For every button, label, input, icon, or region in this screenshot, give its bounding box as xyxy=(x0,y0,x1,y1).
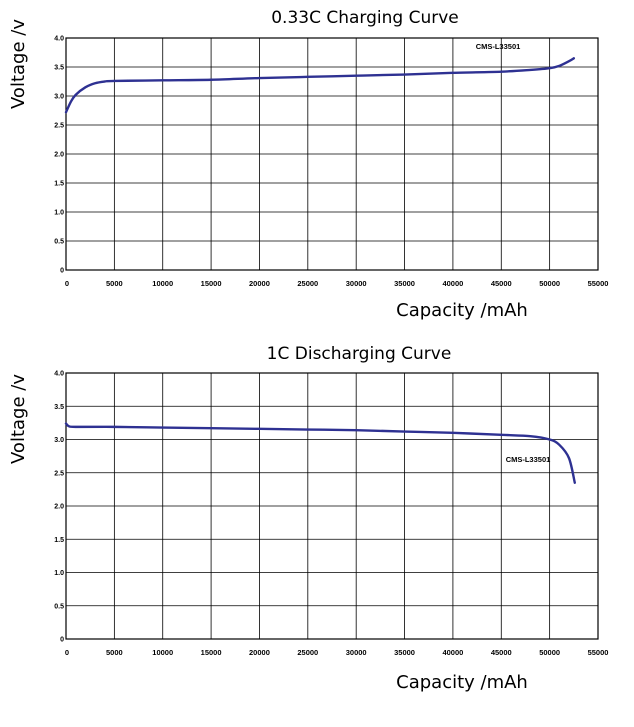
charging-x-tick-label: 10000 xyxy=(152,279,173,288)
charging-y-tick-label: 3.5 xyxy=(54,65,64,72)
discharging-y-tick-label: 4.0 xyxy=(54,371,64,378)
charging-y-tick-label: 4.0 xyxy=(54,36,64,43)
discharging-y-tick-label: 3.5 xyxy=(54,404,64,411)
discharging-series-line xyxy=(64,422,576,484)
discharging-y-tick-label: 2.5 xyxy=(54,470,64,477)
discharging-x-tick-label: 0 xyxy=(65,648,69,657)
charging-y-tick-label: 1.5 xyxy=(54,181,64,188)
discharging-y-axis-label: Voltage /v xyxy=(8,374,29,464)
charging-y-axis-label: Voltage /v xyxy=(8,19,29,109)
charging-y-tick-label: 2.5 xyxy=(54,123,64,130)
charging-y-tick-label: 0.5 xyxy=(54,239,64,246)
charging-y-tick-label: 2.0 xyxy=(54,152,64,159)
charging-y-tick-label: 3.0 xyxy=(54,94,64,101)
discharging-y-tick-label: 1.0 xyxy=(54,570,64,577)
charging-y-tick-label: 1.0 xyxy=(54,210,64,217)
charging-x-tick-label: 35000 xyxy=(394,279,415,288)
discharging-plot-frame xyxy=(65,372,599,640)
discharging-x-tick-label: 10000 xyxy=(152,648,173,657)
discharging-x-tick-label: 30000 xyxy=(346,648,367,657)
discharging-x-tick-label: 55000 xyxy=(588,648,609,657)
charging-x-tick-label: 45000 xyxy=(491,279,512,288)
charging-x-tick-label: 0 xyxy=(65,279,69,288)
discharging-x-tick-label: 25000 xyxy=(297,648,318,657)
discharging-y-tick-label: 0.5 xyxy=(54,603,64,610)
charging-chart: 0.33C Charging Curve Voltage /v Capacity /… xyxy=(0,0,634,360)
charging-x-tick-label: 30000 xyxy=(346,279,367,288)
charging-plot-frame xyxy=(65,37,599,271)
charging-y-tick-label: 0 xyxy=(60,268,64,275)
charging-x-axis-label: Capacity /mAh xyxy=(396,300,528,321)
discharging-x-tick-label: 5000 xyxy=(106,648,123,657)
discharging-chart-svg: 1C Discharging Curve Voltage /v Capacity /… xyxy=(8,344,609,693)
charging-x-tick-label: 40000 xyxy=(442,279,463,288)
charging-chart-title: 0.33C Charging Curve xyxy=(271,8,459,28)
charging-x-tick-label: 5000 xyxy=(106,279,123,288)
discharging-x-tick-label: 15000 xyxy=(201,648,222,657)
discharging-chart-title: 1C Discharging Curve xyxy=(267,344,452,364)
discharging-x-tick-label: 45000 xyxy=(491,648,512,657)
discharging-x-tick-label: 35000 xyxy=(394,648,415,657)
charging-x-tick-label: 50000 xyxy=(539,279,560,288)
discharging-chart: 1C Discharging Curve Voltage /v Capacity /… xyxy=(0,340,634,727)
discharging-x-tick-label: 50000 xyxy=(539,648,560,657)
discharging-y-tick-label: 0 xyxy=(60,637,64,644)
discharging-y-tick-label: 1.5 xyxy=(54,537,64,544)
charging-x-tick-label: 20000 xyxy=(249,279,270,288)
discharging-x-axis-label: Capacity /mAh xyxy=(396,672,528,693)
charging-series-line xyxy=(64,57,576,114)
charging-chart-svg: 0.33C Charging Curve Voltage /v Capacity /… xyxy=(8,8,609,321)
discharging-y-tick-label: 2.0 xyxy=(54,504,64,511)
discharging-y-tick-label: 3.0 xyxy=(54,437,64,444)
charging-series-annotation: CMS-L33501 xyxy=(476,42,521,51)
charging-x-tick-label: 25000 xyxy=(297,279,318,288)
charging-x-tick-label: 15000 xyxy=(201,279,222,288)
discharging-x-tick-label: 40000 xyxy=(442,648,463,657)
discharging-series-annotation: CMS-L33501 xyxy=(506,455,551,464)
charging-x-tick-label: 55000 xyxy=(588,279,609,288)
discharging-x-tick-label: 20000 xyxy=(249,648,270,657)
